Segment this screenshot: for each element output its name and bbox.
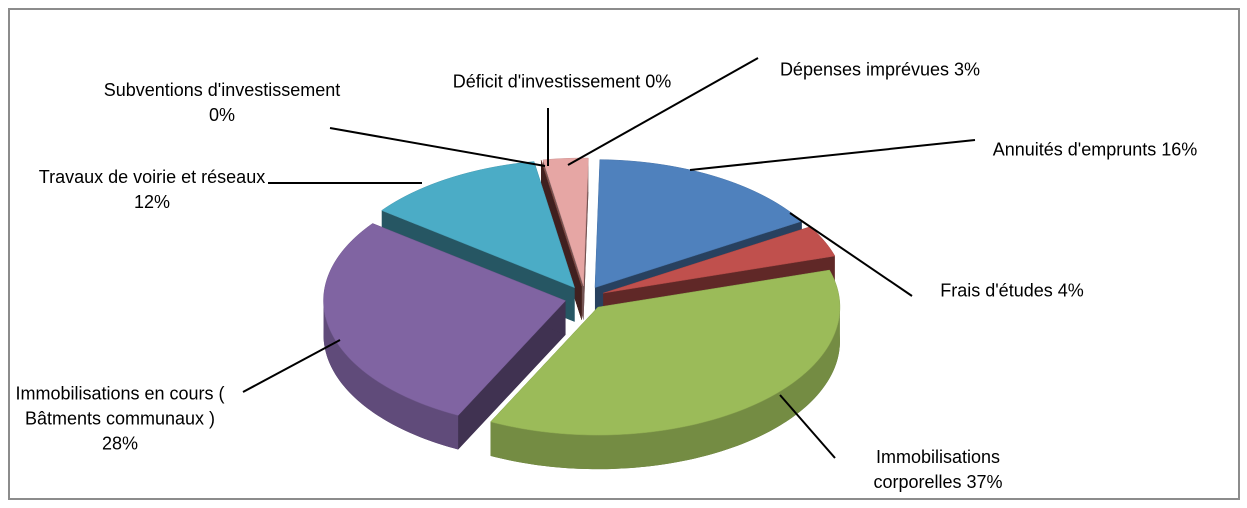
leader-line (242, 339, 341, 393)
leader-line (329, 127, 546, 167)
slice (540, 159, 582, 287)
slice (490, 269, 841, 436)
slice (381, 161, 576, 289)
category-label: Immobilisations corporelles (873, 447, 1001, 492)
category-label: Annuités d'emprunts (992, 139, 1157, 160)
value-label: 3% (954, 59, 981, 80)
data-label: Immobilisations en cours ( Bâtments comm… (5, 382, 235, 457)
data-label: Frais d'études 4% (907, 279, 1117, 304)
category-label: Immobilisations en cours ( Bâtments comm… (15, 383, 225, 429)
value-label: 0% (645, 71, 672, 92)
data-label: Travaux de voirie et réseaux 12% (32, 165, 272, 215)
slice-wall (490, 307, 840, 470)
chart-border (8, 8, 1240, 500)
value-label: 0% (208, 105, 235, 125)
data-label: Dépenses imprévues 3% (765, 58, 995, 83)
value-label: 28% (101, 433, 139, 454)
category-label: Travaux de voirie et réseaux (38, 167, 266, 187)
leader-line (567, 57, 759, 166)
value-label: 37% (966, 472, 1003, 492)
data-label: Subventions d'investissement 0% (102, 78, 342, 128)
category-label: Déficit d'investissement (452, 71, 641, 92)
slice (323, 223, 566, 416)
slice-side (458, 300, 566, 450)
leader-line (689, 139, 976, 171)
slice-wall (323, 300, 459, 450)
category-label: Frais d'études (940, 280, 1053, 301)
data-label: Déficit d'investissement 0% (442, 70, 682, 95)
slice-side (583, 158, 589, 321)
value-label: 12% (133, 192, 171, 212)
value-label: 16% (1161, 139, 1198, 160)
leader-line (779, 394, 836, 459)
leader-line (789, 212, 913, 297)
data-label: Immobilisations corporelles 37% (838, 445, 1038, 495)
data-label: Annuités d'emprunts 16% (970, 138, 1220, 163)
category-label: Subventions d'investissement (103, 80, 341, 100)
category-label: Dépenses imprévues (779, 59, 950, 80)
slice (594, 159, 803, 288)
value-label: 4% (1057, 280, 1084, 301)
